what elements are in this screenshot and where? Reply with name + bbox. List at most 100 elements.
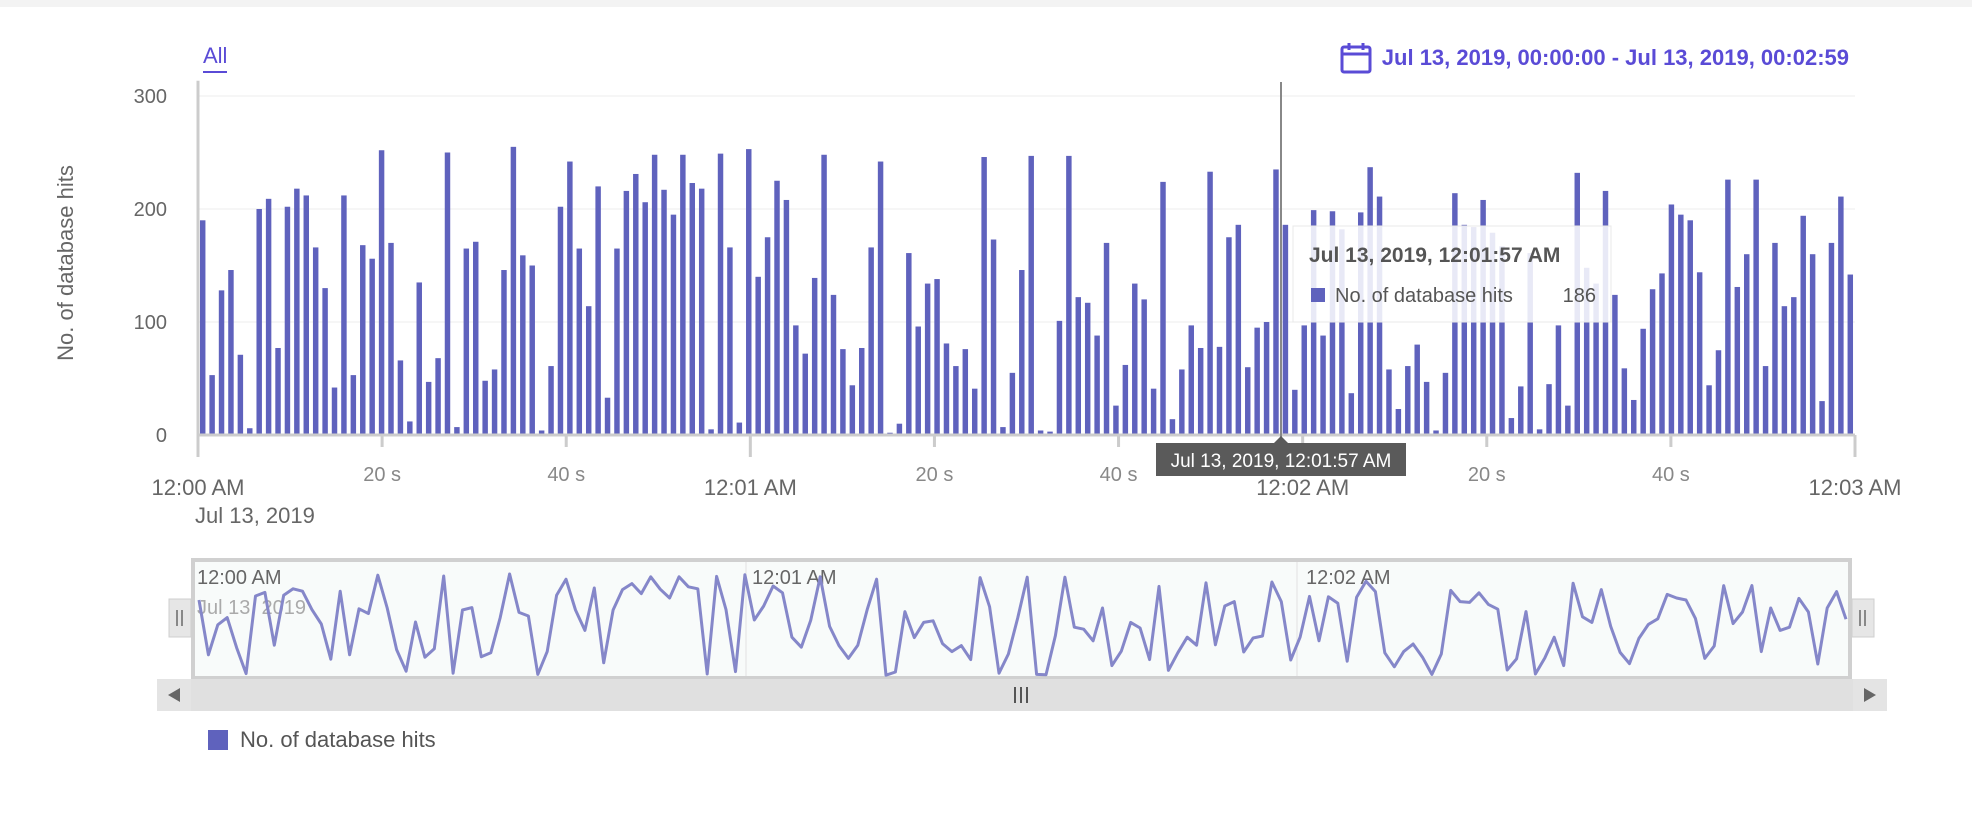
- bar: [237, 354, 244, 435]
- bar: [228, 270, 234, 435]
- bar: [1056, 320, 1063, 435]
- y-tick-label: 100: [134, 312, 167, 334]
- x-tick-label: 12:02 AM: [1256, 475, 1349, 500]
- bar: [840, 349, 846, 435]
- bar: [529, 265, 535, 435]
- bar: [576, 248, 583, 435]
- x-tick-label: 12:03 AM: [1809, 475, 1902, 500]
- calendar-icon: [1340, 43, 1372, 74]
- bar: [943, 343, 950, 435]
- bar: [1593, 283, 1599, 435]
- bar: [557, 206, 564, 435]
- bar: [473, 241, 479, 435]
- tooltip-title: Jul 13, 2019, 12:01:57 AM: [1309, 244, 1560, 267]
- navigator-right-handle[interactable]: [1851, 598, 1875, 638]
- top-strip: [0, 0, 1972, 7]
- bar: [614, 248, 620, 435]
- bar: [633, 173, 639, 435]
- legend-label: No. of database hits: [240, 727, 436, 752]
- bar: [1649, 289, 1656, 435]
- bar: [1442, 372, 1449, 435]
- legend-item[interactable]: No. of database hits: [208, 727, 436, 753]
- bar: [1583, 267, 1590, 435]
- y-tick-label: 200: [134, 199, 167, 221]
- x-tick-label: 12:00 AM: [152, 475, 245, 500]
- date-range-picker[interactable]: Jul 13, 2019, 00:00:00 - Jul 13, 2019, 0…: [1340, 42, 1849, 74]
- bar: [444, 152, 451, 435]
- bar: [1197, 347, 1204, 435]
- bar: [1508, 418, 1515, 435]
- bar: [1188, 325, 1194, 435]
- bar: [1169, 419, 1176, 435]
- bar: [1207, 171, 1213, 435]
- bar: [1084, 302, 1091, 435]
- y-tick-label: 300: [134, 86, 167, 108]
- bar: [369, 258, 375, 435]
- bar: [990, 239, 997, 435]
- crosshair-label-text: Jul 13, 2019, 12:01:57 AM: [1171, 451, 1392, 472]
- bar: [1075, 297, 1082, 435]
- bar: [821, 154, 827, 435]
- bar: [1828, 242, 1835, 435]
- bar: [717, 153, 724, 435]
- date-range-label: Jul 13, 2019, 00:00:00 - Jul 13, 2019, 0…: [1381, 45, 1849, 70]
- bar: [736, 422, 743, 435]
- bar: [1179, 369, 1185, 435]
- bar: [1320, 335, 1326, 435]
- bar: [868, 247, 874, 435]
- navigator-mask[interactable]: [191, 558, 1852, 680]
- x-tick-label: 20 s: [1468, 464, 1506, 486]
- bar: [341, 195, 347, 435]
- bar: [953, 366, 959, 435]
- bar: [1687, 220, 1693, 435]
- bar: [1565, 405, 1571, 435]
- bar: [1659, 273, 1665, 435]
- bar: [1263, 322, 1270, 435]
- bar: [275, 347, 281, 435]
- bar: [303, 195, 309, 435]
- bar: [708, 429, 714, 435]
- bar: [1047, 431, 1053, 435]
- bar: [1226, 237, 1232, 435]
- bar: [510, 146, 517, 435]
- x-tick-label: 40 s: [1100, 464, 1138, 486]
- bar: [1386, 369, 1392, 435]
- bar: [1668, 204, 1675, 435]
- x-tick-label: 20 s: [363, 464, 401, 486]
- bar: [1470, 227, 1477, 435]
- bar: [491, 369, 498, 435]
- bar: [1725, 179, 1731, 435]
- bar: [595, 186, 601, 435]
- bar: [1838, 196, 1844, 435]
- bar: [312, 247, 319, 435]
- bar: [284, 206, 291, 435]
- bar: [463, 248, 470, 435]
- bar: [1546, 384, 1552, 435]
- x-tick-sublabel: Jul 13, 2019: [195, 503, 315, 528]
- range-all-button[interactable]: All: [203, 43, 228, 73]
- bar: [1395, 409, 1402, 435]
- bar: [1800, 215, 1806, 435]
- bar: [218, 290, 225, 435]
- crosshair-x-label: Jul 13, 2019, 12:01:57 AM: [1156, 436, 1406, 476]
- bar: [1612, 294, 1618, 435]
- bar: [802, 353, 808, 435]
- bar: [670, 214, 677, 435]
- tooltip: Jul 13, 2019, 12:01:57 AM No. of databas…: [1292, 225, 1612, 323]
- bar: [981, 157, 987, 435]
- navigator[interactable]: 12:00 AM Jul 13, 2019 12:01 AM 12:02 AM: [168, 558, 1875, 680]
- bar: [1141, 299, 1147, 435]
- navigator-tick-0: 12:00 AM: [197, 567, 282, 589]
- bar: [1791, 297, 1797, 435]
- bar: [548, 366, 554, 435]
- bar: [1678, 214, 1684, 435]
- bar: [1273, 169, 1279, 435]
- y-axis: 0 100 200 300: [134, 80, 200, 447]
- navigator-left-handle[interactable]: [168, 598, 192, 638]
- bar: [604, 397, 611, 435]
- bar: [1339, 229, 1345, 435]
- bar: [774, 180, 780, 435]
- bar: [651, 154, 658, 435]
- scrollbar[interactable]: [157, 679, 1887, 711]
